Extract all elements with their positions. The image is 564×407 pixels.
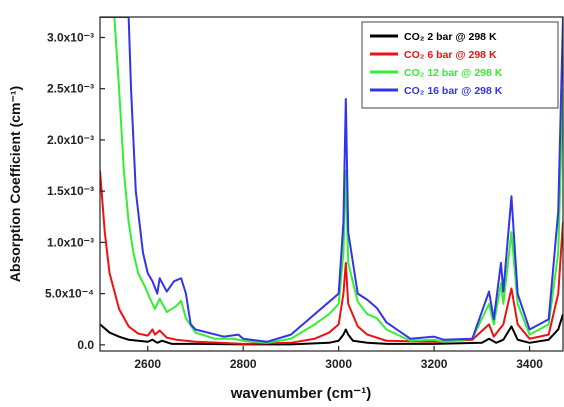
series-line-3 [100, 17, 563, 344]
x-tick-label: 3000 [325, 357, 352, 371]
y-tick-label: 5.0x10⁻⁴ [45, 287, 94, 301]
x-tick-label: 2800 [230, 357, 257, 371]
legend-label-1: CO₂ 2 bar @ 298 K [404, 31, 497, 43]
y-tick-label: 0.0 [77, 338, 94, 352]
x-tick-label: 3400 [516, 357, 543, 371]
x-tick-label: 2600 [134, 357, 161, 371]
series-line-1 [100, 313, 563, 346]
series-line-2 [100, 170, 563, 345]
plot-frame [99, 16, 564, 352]
x-tick-label: 3200 [421, 357, 448, 371]
series-line-4 [100, 17, 563, 343]
legend-label-3: CO₂ 12 bar @ 298 K [404, 67, 503, 79]
y-axis-title: Absorption Coefficient (cm⁻¹) [7, 86, 23, 282]
ticks-layer: 2600 2800 3000 3200 3400 0.0 5.0x10⁻⁴ 1.0x10⁻³ 1… [45, 30, 543, 371]
series-layer [100, 17, 563, 346]
legend-label-4: CO₂ 16 bar @ 298 K [404, 85, 503, 97]
y-tick-label: 2.5x10⁻³ [47, 82, 94, 96]
y-tick-label: 2.0x10⁻³ [47, 133, 94, 147]
y-tick-label: 1.5x10⁻³ [47, 184, 94, 198]
legend: CO₂ 2 bar @ 298 K CO₂ 6 bar @ 298 K CO₂ 12… [361, 21, 559, 109]
x-axis-title: wavenumber (cm⁻¹) [230, 385, 371, 402]
y-tick-label: 3.0x10⁻³ [47, 30, 94, 44]
legend-label-2: CO₂ 6 bar @ 298 K [404, 49, 497, 61]
y-tick-label: 1.0x10⁻³ [47, 235, 94, 249]
